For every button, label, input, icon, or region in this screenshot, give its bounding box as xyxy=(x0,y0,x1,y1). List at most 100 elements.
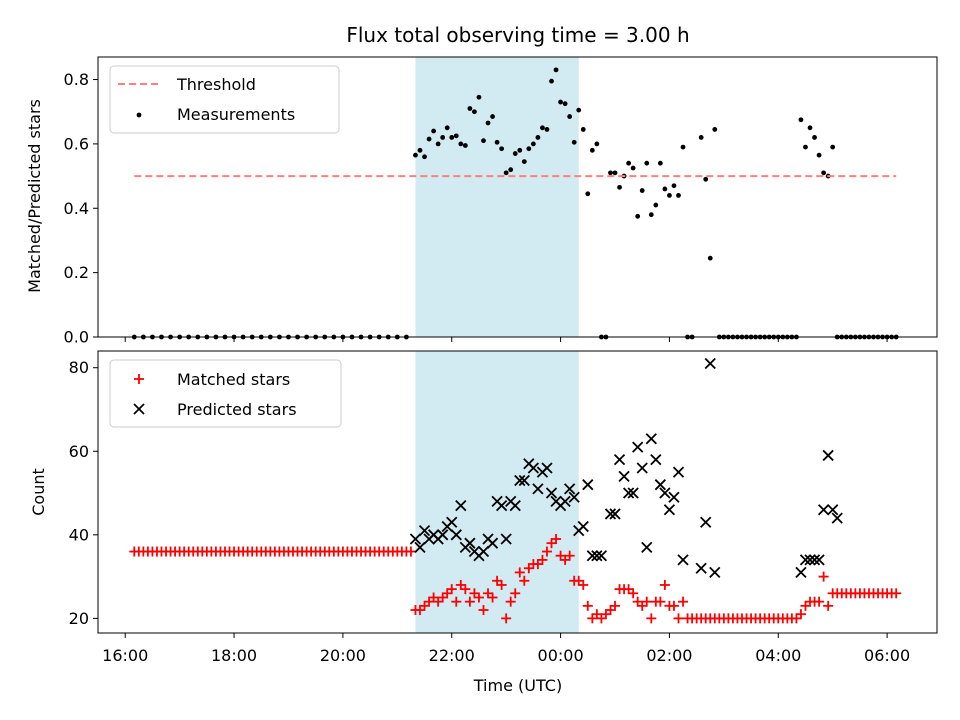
matched-star-point xyxy=(478,605,489,616)
matched-stars-points xyxy=(129,534,902,624)
predicted-star-point xyxy=(409,533,422,545)
x-tick-label: 04:00 xyxy=(755,646,801,665)
top-legend: Threshold Measurements xyxy=(109,65,340,134)
predicted-star-point xyxy=(659,487,671,499)
predicted-star-point xyxy=(618,470,630,482)
measurement-point xyxy=(535,135,541,140)
matched-star-point xyxy=(551,534,562,544)
y-tick-label: 0.0 xyxy=(64,328,89,347)
predicted-star-point xyxy=(822,449,834,462)
predicted-star-point xyxy=(636,462,648,474)
matched-star-point xyxy=(460,584,471,595)
predicted-star-point xyxy=(559,495,571,508)
matched-star-point xyxy=(814,596,825,607)
measurement-point xyxy=(449,135,455,140)
matched-star-point xyxy=(519,575,530,586)
predicted-star-point xyxy=(464,537,476,549)
measurement-point xyxy=(413,152,418,158)
bottom-legend: Matched stars Predicted stars xyxy=(109,359,342,428)
legend-measurements-label: Measurements xyxy=(177,105,295,124)
predicted-star-point xyxy=(704,357,716,370)
matched-star-point xyxy=(610,600,621,611)
predicted-star-point xyxy=(654,479,666,491)
matched-star-point xyxy=(537,554,548,565)
matched-star-point xyxy=(655,596,666,607)
matched-star-point xyxy=(446,584,457,595)
y-tick-label: 0.8 xyxy=(64,70,89,89)
measurement-point xyxy=(549,78,554,84)
predicted-star-point xyxy=(804,554,816,566)
measurement-point xyxy=(608,170,613,176)
measurement-point xyxy=(503,170,509,176)
predicted-star-point xyxy=(568,491,580,503)
measurement-point xyxy=(635,213,641,219)
measurement-point xyxy=(472,109,477,115)
measurement-point xyxy=(540,125,545,131)
measurement-point xyxy=(444,125,450,131)
bottom-panel: 20 40 60 80 16:00 18:00 20:00 22:00 00:00 02:00 0… xyxy=(29,350,938,695)
measurement-point xyxy=(612,170,618,176)
legend-matched-swatch xyxy=(134,374,144,384)
measurement-point xyxy=(481,138,486,144)
measurement-point xyxy=(676,192,681,198)
measurement-point xyxy=(812,135,817,140)
predicted-star-point xyxy=(532,483,544,495)
measurement-point xyxy=(630,165,636,171)
x-tick-label: 00:00 xyxy=(538,646,584,665)
measurement-point xyxy=(567,114,573,119)
legend-predicted-marker xyxy=(133,403,145,415)
matched-star-point xyxy=(451,596,462,607)
matched-star-point xyxy=(641,596,652,607)
measurement-point xyxy=(453,133,459,139)
matched-star-point xyxy=(564,550,575,561)
matched-star-point xyxy=(496,579,507,590)
measurement-point xyxy=(462,143,468,148)
chart-title: Flux total observing time = 3.00 h xyxy=(346,23,689,47)
y-tick-label: 0.2 xyxy=(64,263,89,282)
measurement-point xyxy=(653,202,659,208)
bottom-x-ticks: 16:00 18:00 20:00 22:00 00:00 02:00 04:00 06:00 xyxy=(102,633,910,665)
measurement-point xyxy=(544,127,550,132)
predicted-star-point xyxy=(418,525,431,537)
predicted-star-point xyxy=(677,554,689,566)
legend-predicted-label: Predicted stars xyxy=(177,400,297,419)
matched-star-point xyxy=(487,592,498,603)
predicted-star-point xyxy=(446,516,458,528)
measurement-point xyxy=(830,144,836,150)
measurement-point xyxy=(467,106,473,111)
predicted-star-point xyxy=(668,491,680,503)
measurement-point xyxy=(530,141,536,147)
x-axis-label: Time (UTC) xyxy=(473,676,562,695)
predicted-star-point xyxy=(541,462,553,474)
top-panel: Flux total observing time = 3.00 h 0.0 0.… xyxy=(25,23,938,347)
measurement-point xyxy=(426,136,432,142)
matched-star-point xyxy=(673,613,684,624)
bottom-y-axis-label: Count xyxy=(29,468,48,516)
matched-star-point xyxy=(473,592,484,603)
matched-star-point xyxy=(501,613,512,624)
legend-predicted-swatch xyxy=(133,403,145,415)
predicted-star-point xyxy=(663,504,676,516)
predicted-star-point xyxy=(627,487,639,499)
predicted-star-point xyxy=(650,453,662,466)
matched-star-point xyxy=(510,588,521,599)
measurement-point xyxy=(644,160,650,166)
y-tick-label: 40 xyxy=(69,525,89,544)
matched-star-point xyxy=(541,546,552,557)
measurement-point xyxy=(821,170,827,176)
predicted-star-point xyxy=(437,529,449,541)
predicted-star-point xyxy=(641,541,653,553)
measurement-point xyxy=(526,146,532,152)
predicted-star-point xyxy=(545,487,558,499)
predicted-star-point xyxy=(672,466,685,478)
measurement-point xyxy=(639,188,645,193)
measurement-point xyxy=(485,120,491,126)
predicted-star-point xyxy=(514,474,526,487)
matched-star-point xyxy=(514,567,525,578)
measurement-point xyxy=(458,141,464,147)
predicted-star-point xyxy=(564,483,576,495)
predicted-star-point xyxy=(817,504,830,516)
predicted-star-point xyxy=(450,529,462,541)
matched-star-point xyxy=(582,600,593,611)
